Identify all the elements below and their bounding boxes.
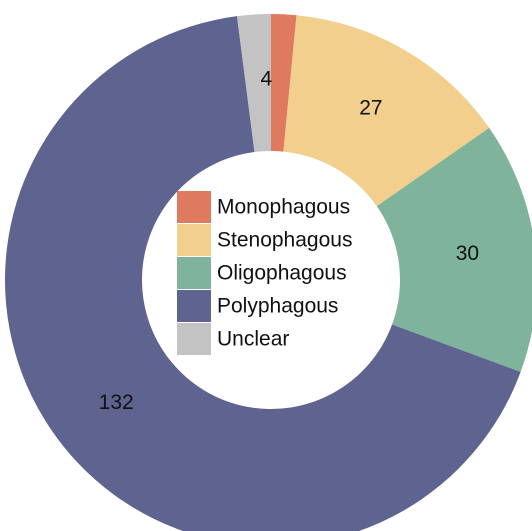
legend-label: Oligophagous <box>217 262 347 285</box>
legend-swatch <box>177 290 211 322</box>
legend-swatch <box>177 257 211 289</box>
legend-swatch <box>177 323 211 355</box>
slice-label: 27 <box>359 97 382 120</box>
slice <box>376 127 532 372</box>
slice <box>271 14 297 152</box>
slice-label: 30 <box>456 242 479 265</box>
slice <box>283 15 490 207</box>
legend-label: Unclear <box>217 328 289 351</box>
legend-label: Polyphagous <box>217 295 338 318</box>
slice <box>236 14 271 153</box>
slice-label: 4 <box>260 68 272 91</box>
slice-label: 132 <box>99 391 134 414</box>
legend-label: Stenophagous <box>217 229 352 252</box>
slice <box>5 16 521 531</box>
legend-label: Monophagous <box>217 196 350 219</box>
legend-swatch <box>177 191 211 223</box>
legend-swatch <box>177 224 211 256</box>
